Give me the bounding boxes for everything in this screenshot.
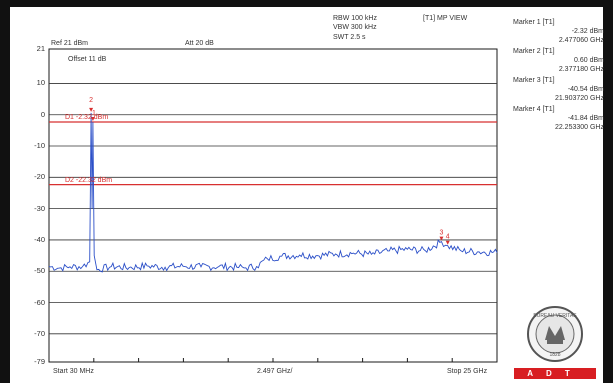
grid <box>49 83 497 335</box>
marker-4-freq: 22.253300 GHz <box>554 124 604 131</box>
marker-3-title: Marker 3 [T1] <box>513 77 555 84</box>
marker-2-freq: 2.377180 GHz <box>558 66 604 73</box>
marker-2-label: 2 <box>89 97 93 104</box>
y-tick-label: -70 <box>34 328 45 338</box>
marker-2-level: 0.60 dBm <box>574 57 604 64</box>
adt-logo-bar: ADT <box>514 368 596 379</box>
x-start-label: Start 30 MHz <box>53 368 94 375</box>
y-tick-label: 10 <box>36 78 45 88</box>
marker-2-title: Marker 2 [T1] <box>513 48 555 55</box>
marker-3-label: 3 <box>439 230 443 237</box>
attenuation-label: Att 20 dB <box>185 40 214 47</box>
marker-1-title: Marker 1 [T1] <box>513 19 555 26</box>
bureau-veritas-seal-logo: BUREAU VERITAS 1828 <box>527 306 583 362</box>
y-tick-label: -20 <box>34 172 45 182</box>
x-span-label: 2.497 GHz/ <box>257 368 293 375</box>
marker-4-triangle <box>445 240 450 245</box>
y-tick-label: -30 <box>34 203 45 213</box>
y-tick-label: -60 <box>34 297 45 307</box>
marker-1-label: 1 <box>92 110 96 117</box>
mode-label: [T1] MP VIEW <box>423 15 468 22</box>
rbw-label: RBW 100 kHz <box>333 15 377 22</box>
svg-text:1828: 1828 <box>549 352 560 358</box>
svg-text:BUREAU VERITAS: BUREAU VERITAS <box>533 313 577 319</box>
d2-line-label: D2 -22.32 dBm <box>65 176 113 184</box>
x-ticks <box>48 358 498 362</box>
trace-series <box>48 112 498 273</box>
marker-1-triangle <box>90 116 95 121</box>
vbw-label: VBW 300 kHz <box>333 24 377 31</box>
ref-level-label: Ref 21 dBm <box>51 40 88 47</box>
x-stop-label: Stop 25 GHz <box>447 368 488 375</box>
y-tick-label: -50 <box>34 266 45 276</box>
y-tick-label: -79 <box>34 357 45 366</box>
y-tick-label: 0 <box>40 109 45 119</box>
y-tick-label: 21 <box>36 44 45 53</box>
marker-3-level: -40.54 dBm <box>567 86 604 93</box>
offset-label: Offset 11 dB <box>68 56 107 63</box>
marker-3-freq: 21.903720 GHz <box>554 95 604 102</box>
y-tick-label: -10 <box>34 141 45 151</box>
d1-line-label: D1 -2.32 dBm <box>65 113 109 121</box>
marker-4-label: 4 <box>446 234 450 241</box>
marker-3-triangle <box>439 236 444 241</box>
marker-2-triangle <box>89 107 94 112</box>
display-lines <box>49 121 497 186</box>
marker-1-freq: 2.477060 GHz <box>558 37 604 44</box>
y-tick-label: -40 <box>34 234 45 244</box>
marker-4-title: Marker 4 [T1] <box>513 106 555 113</box>
swt-label: SWT 2.5 s <box>333 34 366 41</box>
marker-1-level: -2.32 dBm <box>571 28 604 35</box>
marker-marks: 1 2 34 <box>89 97 450 245</box>
marker-4-level: -41.84 dBm <box>567 115 604 122</box>
trace-line <box>48 112 498 273</box>
